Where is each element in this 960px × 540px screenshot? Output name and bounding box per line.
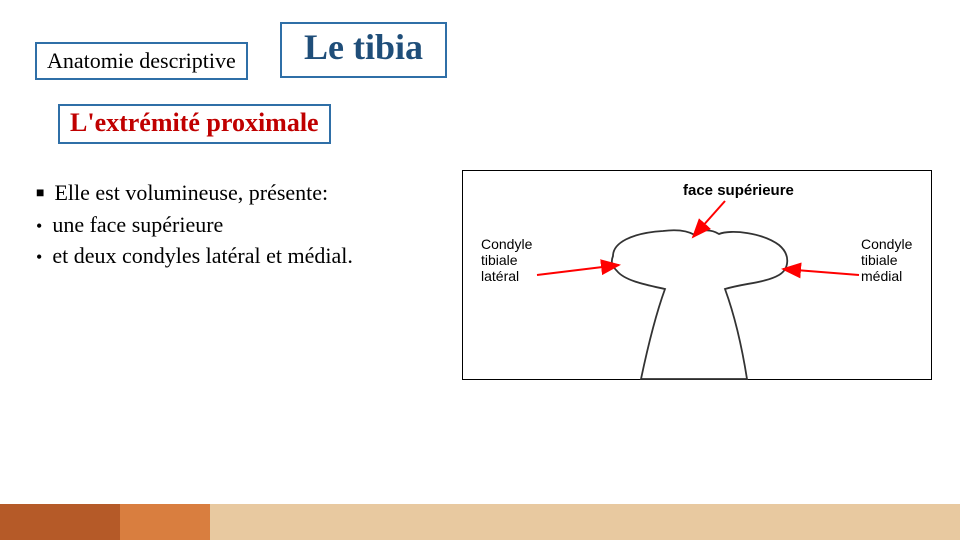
footer-seg-2 [120, 504, 210, 540]
footer-bar [0, 504, 960, 540]
breadcrumb: Anatomie descriptive [35, 42, 248, 80]
list-item: et deux condyles latéral et médial. [36, 241, 353, 271]
svg-text:face supérieure: face supérieure [683, 182, 794, 199]
tibia-diagram: face supérieure Condyletibialelatéral Cond… [462, 170, 932, 380]
footer-seg-1 [0, 504, 120, 540]
list-item: Elle est volumineuse, présente: [36, 178, 353, 208]
page-title: Le tibia [280, 22, 447, 78]
footer-seg-3 [210, 504, 960, 540]
bullet-list: Elle est volumineuse, présente:une face … [36, 178, 353, 273]
svg-text:Condyletibialemédial: Condyletibialemédial [861, 236, 913, 284]
subtitle: L'extrémité proximale [58, 104, 331, 144]
list-item: une face supérieure [36, 210, 353, 240]
svg-text:Condyletibialelatéral: Condyletibialelatéral [481, 236, 533, 284]
